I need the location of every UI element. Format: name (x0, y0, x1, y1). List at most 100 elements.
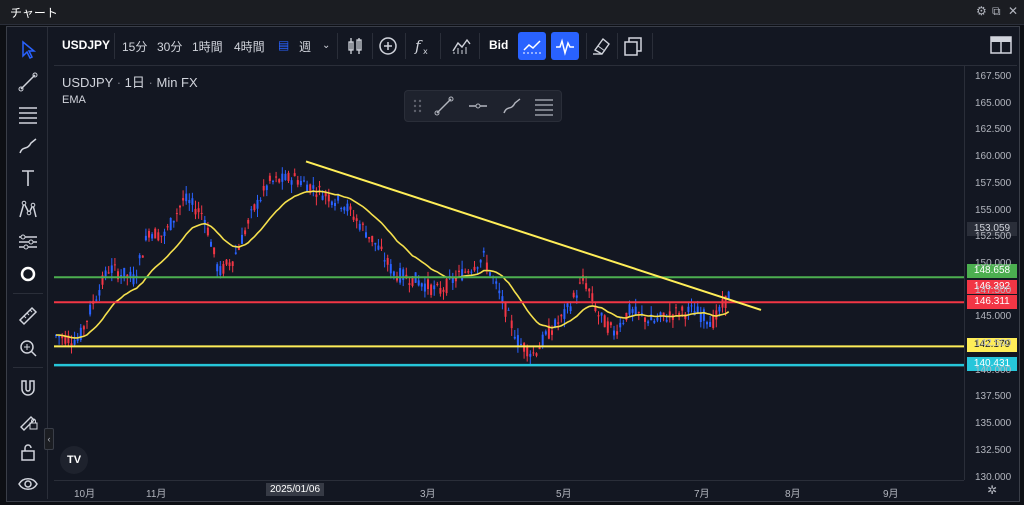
candle-body (138, 255, 141, 259)
candle-body (656, 317, 659, 321)
candle-body (79, 327, 82, 340)
price-chart[interactable] (54, 66, 964, 480)
horizontal-line-icon[interactable] (467, 95, 489, 117)
fib-lines-icon[interactable] (17, 103, 39, 125)
candle-body (507, 309, 510, 311)
eye-icon[interactable] (17, 473, 39, 495)
candle-body (423, 283, 426, 292)
copy-icon[interactable] (622, 35, 644, 57)
zoom-in-icon[interactable] (17, 337, 39, 359)
brush-icon[interactable] (17, 135, 39, 157)
price-tick: 152.500 (975, 231, 1012, 243)
shape-icon[interactable] (17, 263, 39, 285)
candle-body (699, 313, 702, 322)
chevron-down-icon[interactable]: ⌄ (322, 40, 331, 51)
candle-body (113, 264, 116, 266)
lock-drawing-icon[interactable] (17, 409, 39, 431)
legend-indicator[interactable]: EMA (62, 94, 86, 106)
interval-30m[interactable]: 30分 (157, 40, 183, 54)
chart-pane[interactable] (54, 66, 964, 480)
calendar-icon[interactable]: ▤ (278, 38, 290, 52)
candle-body (141, 255, 144, 258)
toolbar-divider (13, 367, 43, 368)
magnet-icon[interactable] (17, 377, 39, 399)
toolbar-divider (337, 33, 338, 59)
candle-body (606, 321, 609, 333)
legend-separator: · (116, 75, 122, 90)
candle-body (628, 304, 631, 315)
popout-icon[interactable]: ⧉ (992, 4, 1001, 18)
pattern-icon[interactable] (17, 199, 39, 221)
candle-body (566, 303, 569, 308)
trendline-icon[interactable] (17, 71, 39, 93)
candle-body (144, 235, 147, 241)
candle-body (73, 339, 76, 345)
fib-lines-icon[interactable] (533, 95, 555, 117)
time-scale[interactable]: 10月 11月 2025/01/06 3月 5月 7月 8月 9月 (54, 480, 964, 500)
candle-body (343, 207, 346, 211)
drag-handle-icon[interactable] (407, 95, 429, 117)
window-title: チャート (10, 6, 58, 20)
prediction-icon[interactable] (17, 231, 39, 253)
candle-body (163, 231, 166, 236)
candle-body (668, 311, 671, 316)
candle-body (265, 185, 268, 191)
price-label-cyan-line: 140.431 (967, 357, 1017, 371)
candle-body (706, 322, 708, 325)
bid-line-toggle[interactable] (518, 32, 546, 60)
candle-body (222, 263, 225, 274)
candle-body (442, 289, 445, 292)
candle-body (268, 175, 271, 181)
candle-body (237, 247, 240, 250)
trendline-icon[interactable] (433, 95, 455, 117)
price-tick: 157.500 (975, 177, 1012, 189)
collapse-toolbar-button[interactable]: ‹ (44, 428, 54, 450)
candle-body (188, 200, 191, 204)
candles-icon[interactable] (344, 35, 366, 57)
candle-body (101, 275, 104, 285)
settings-icon[interactable]: ⚙ (976, 4, 987, 18)
bid-button[interactable]: Bid (489, 38, 509, 52)
candle-body (665, 319, 668, 322)
symbol-button[interactable]: USDJPY (62, 38, 111, 52)
eraser-icon[interactable] (590, 35, 612, 57)
interval-4h[interactable]: 4時間 (234, 40, 265, 54)
candle-body (64, 335, 67, 344)
toolbar-divider (479, 33, 480, 59)
interval-15m[interactable]: 15分 (122, 40, 148, 54)
interval-1h[interactable]: 1時間 (192, 40, 223, 54)
add-icon[interactable] (377, 35, 399, 57)
candle-body (439, 288, 442, 294)
price-tick: 145.000 (975, 311, 1012, 323)
legend-separator: · (148, 75, 153, 90)
candle-body (709, 321, 712, 327)
text-icon[interactable] (17, 167, 39, 189)
close-icon[interactable]: ✕ (1008, 4, 1019, 18)
ema-line (55, 190, 730, 339)
candle-body (495, 281, 498, 284)
interval-week[interactable]: 週 (299, 40, 312, 54)
chart-settings-icon[interactable]: ✲ (987, 483, 998, 497)
window-titlebar: チャート ⚙ ⧉ ✕ (0, 0, 1024, 25)
candle-body (498, 290, 501, 294)
candle-body (281, 173, 284, 182)
candle-body (569, 306, 572, 312)
candle-body (86, 320, 88, 322)
candle-body (107, 272, 110, 274)
ask-line-toggle[interactable] (551, 32, 579, 60)
layout-icon[interactable] (989, 33, 1013, 57)
candle-body (225, 259, 228, 265)
cursor-icon[interactable] (17, 39, 39, 61)
candle-body (513, 336, 516, 339)
ruler-icon[interactable] (17, 305, 39, 327)
lock-icon[interactable] (17, 441, 39, 463)
price-scale[interactable]: 153.059 148.658 146.392 146.311 142.179 … (964, 66, 1018, 483)
candle-body (315, 194, 318, 197)
candle-body (126, 274, 129, 277)
candle-body (299, 180, 302, 185)
templates-icon[interactable] (450, 35, 472, 57)
brush-icon[interactable] (501, 95, 523, 117)
candle-body (578, 282, 581, 284)
candle-body (358, 223, 361, 230)
